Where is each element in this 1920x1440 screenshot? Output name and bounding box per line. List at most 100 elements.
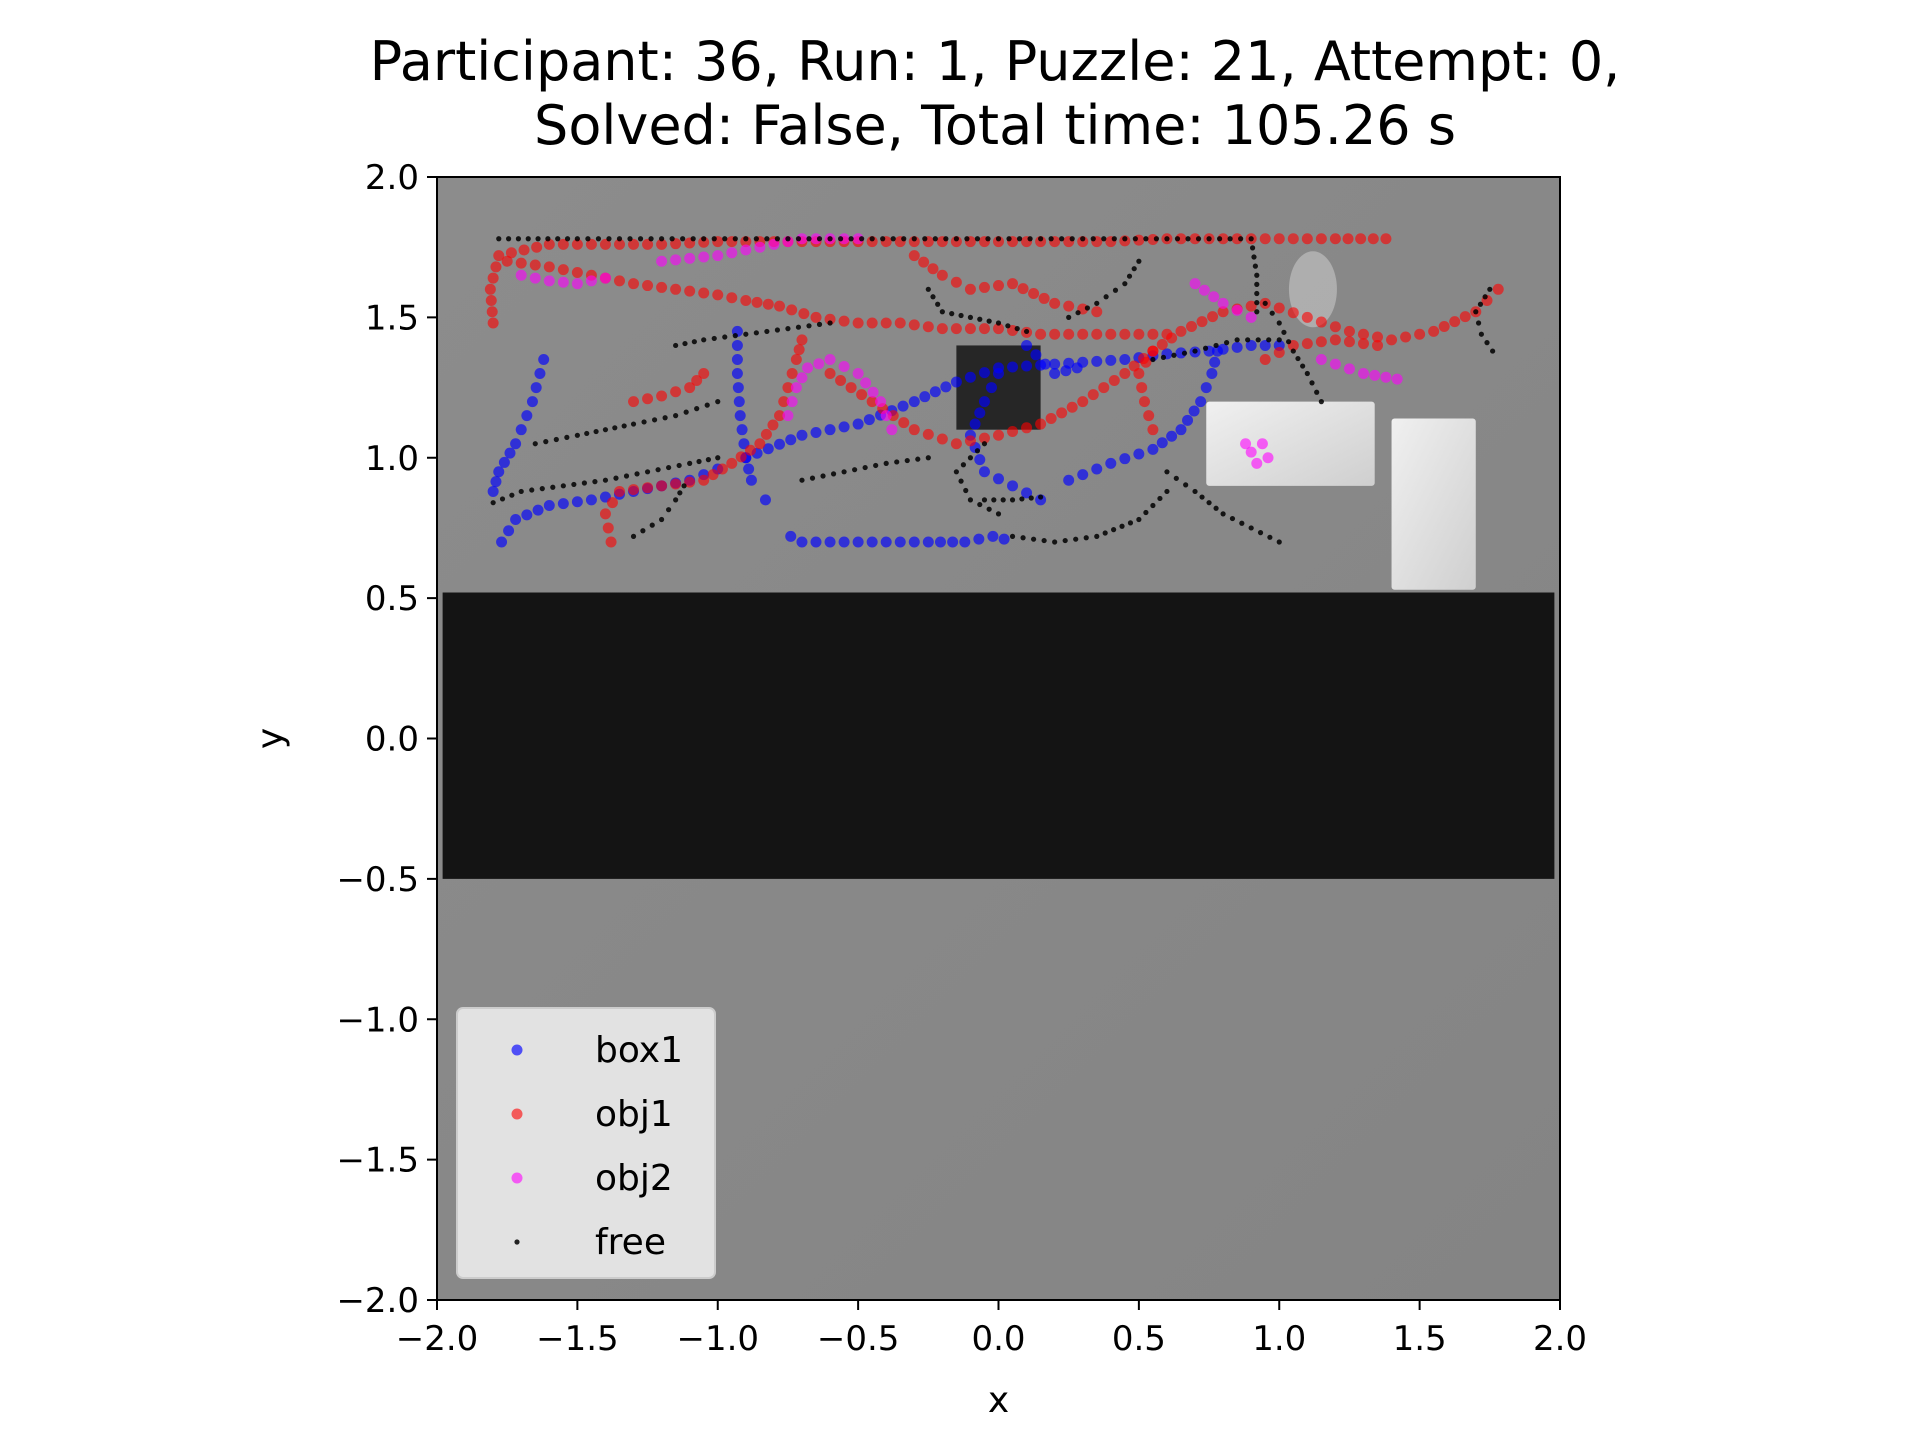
obj1-point: [1400, 331, 1412, 343]
free-point: [967, 314, 974, 320]
box1-point: [1188, 405, 1200, 417]
obj2-point: [557, 276, 569, 288]
free-point: [935, 301, 941, 307]
obj1-point: [557, 238, 569, 250]
obj1-point: [485, 295, 497, 307]
obj1-point: [796, 334, 808, 346]
free-point: [932, 236, 938, 242]
free-point: [991, 497, 997, 503]
obj1-point: [1028, 288, 1040, 300]
obj1-point: [927, 263, 939, 275]
free-point: [774, 327, 781, 333]
free-point: [1157, 495, 1163, 502]
legend-label-box1: box1: [595, 1030, 683, 1071]
free-point: [967, 497, 974, 503]
free-point: [1206, 500, 1212, 506]
free-point: [930, 294, 936, 300]
obj1-point: [515, 257, 527, 269]
obj1-point: [698, 236, 710, 248]
obj1-point: [866, 317, 878, 329]
box1-point: [1021, 360, 1033, 372]
obj1-point: [1372, 331, 1384, 343]
x-tick-label: −2.0: [396, 1319, 479, 1359]
box1-point: [959, 536, 971, 548]
obj1-point: [484, 283, 496, 295]
obj1-point: [670, 478, 682, 490]
obj1-point: [1133, 368, 1145, 380]
box1-point: [1077, 469, 1089, 481]
free-point: [995, 236, 1002, 242]
obj1-point: [790, 353, 802, 365]
free-point: [1276, 539, 1282, 545]
free-point: [641, 419, 647, 425]
box1-point: [969, 418, 981, 430]
legend-label-obj2: obj2: [595, 1158, 673, 1199]
free-point: [1185, 236, 1191, 242]
obj1-point: [599, 238, 611, 250]
free-point: [666, 507, 672, 513]
y-tick-label: −0.5: [336, 860, 419, 900]
obj1-point: [838, 315, 850, 327]
free-point: [722, 236, 728, 242]
box1-point: [532, 504, 544, 516]
free-point: [1038, 236, 1044, 242]
obj1-point: [978, 432, 990, 444]
free-point: [883, 460, 889, 466]
obj1-point: [1287, 233, 1299, 245]
free-point: [862, 464, 868, 471]
obj1-point: [894, 317, 906, 329]
free-point: [581, 480, 587, 486]
y-tick-label: 1.5: [365, 298, 419, 338]
obj1-point: [628, 484, 640, 496]
free-point: [873, 462, 879, 469]
box1-point: [493, 466, 505, 478]
free-point: [967, 455, 974, 461]
free-point: [1245, 337, 1251, 343]
free-point: [1195, 236, 1202, 242]
obj1-point: [585, 238, 597, 250]
free-point: [904, 457, 910, 464]
obj1-point: [866, 236, 878, 248]
box1-point: [974, 407, 986, 419]
free-point: [1286, 339, 1292, 345]
obj1-point: [760, 428, 772, 440]
free-point: [683, 409, 689, 415]
obj1-point: [1156, 339, 1168, 351]
free-point: [1295, 355, 1301, 362]
obj1-point: [922, 428, 934, 440]
legend-marker-box1: [511, 1044, 523, 1056]
free-point: [1254, 281, 1260, 287]
obj2-point: [886, 424, 898, 436]
free-point: [1234, 337, 1240, 343]
free-point: [1094, 533, 1100, 539]
free-point: [848, 236, 854, 242]
box1-point: [785, 434, 797, 446]
obj1-point: [1049, 328, 1061, 340]
free-point: [1213, 505, 1219, 511]
x-tick-label: −1.0: [676, 1319, 759, 1359]
free-point: [753, 330, 759, 336]
obj1-point: [1386, 334, 1398, 346]
free-point: [1227, 236, 1233, 242]
free-point: [1101, 236, 1107, 242]
free-point: [732, 236, 738, 242]
box1-point: [824, 424, 836, 436]
free-point: [584, 430, 590, 437]
free-point: [977, 316, 983, 322]
obj1-point: [1186, 320, 1198, 332]
obj2-point: [796, 233, 808, 245]
free-point: [1164, 236, 1170, 242]
obj1-point: [1438, 320, 1450, 332]
obj1-point: [606, 497, 618, 509]
obj1-point: [1077, 396, 1089, 408]
free-point: [1112, 287, 1119, 293]
box1-point: [774, 438, 786, 450]
obj1-point: [670, 283, 682, 295]
box1-point: [998, 533, 1010, 545]
free-point: [1300, 363, 1306, 369]
obj1-point: [793, 344, 805, 356]
obj1-point: [964, 323, 976, 335]
box1-point: [1200, 382, 1212, 394]
free-point: [1202, 345, 1209, 351]
